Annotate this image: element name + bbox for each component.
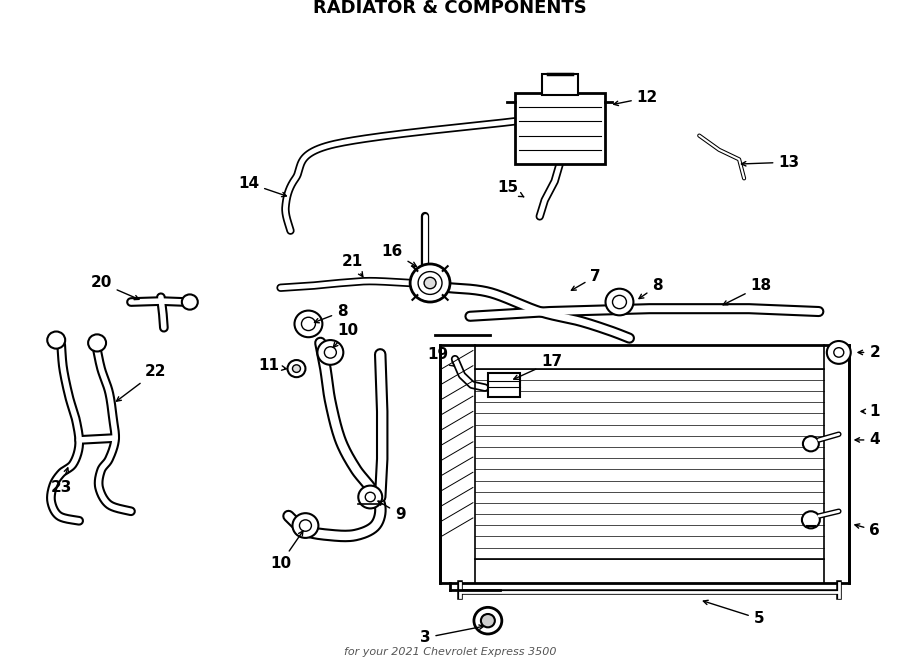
Circle shape [802, 511, 820, 528]
Circle shape [318, 340, 343, 365]
Text: 5: 5 [704, 600, 764, 626]
Text: 13: 13 [742, 155, 799, 169]
Circle shape [481, 614, 495, 628]
Circle shape [300, 520, 311, 531]
Circle shape [424, 277, 436, 289]
Text: 15: 15 [498, 180, 524, 197]
Text: 7: 7 [572, 269, 601, 291]
Text: for your 2021 Chevrolet Express 3500: for your 2021 Chevrolet Express 3500 [344, 647, 556, 657]
Circle shape [827, 341, 850, 364]
Circle shape [47, 332, 65, 349]
Text: 22: 22 [116, 364, 166, 401]
Text: 16: 16 [382, 244, 417, 267]
Circle shape [324, 347, 337, 358]
Text: 10: 10 [270, 531, 303, 571]
Text: 12: 12 [614, 90, 658, 105]
Circle shape [418, 271, 442, 295]
Text: 18: 18 [723, 278, 771, 305]
Text: 17: 17 [514, 354, 562, 379]
Circle shape [606, 289, 634, 315]
Circle shape [365, 493, 375, 502]
Text: RADIATOR & COMPONENTS: RADIATOR & COMPONENTS [313, 0, 587, 17]
Circle shape [833, 348, 844, 357]
Circle shape [613, 295, 626, 308]
Text: 9: 9 [378, 501, 406, 522]
Circle shape [294, 310, 322, 337]
Text: 6: 6 [855, 523, 880, 538]
Text: 8: 8 [639, 278, 662, 299]
Bar [515, 93, 605, 164]
Text: 19: 19 [428, 347, 454, 366]
Bar [440, 345, 849, 583]
Text: 11: 11 [258, 358, 286, 373]
Text: 2: 2 [858, 345, 880, 360]
Bar [488, 373, 520, 397]
Text: 4: 4 [855, 432, 880, 448]
Text: 20: 20 [90, 275, 139, 300]
Circle shape [292, 365, 301, 373]
Circle shape [474, 607, 502, 634]
Circle shape [292, 513, 319, 538]
Circle shape [287, 360, 305, 377]
Text: 10: 10 [333, 323, 359, 348]
Circle shape [803, 436, 819, 451]
Text: 14: 14 [238, 175, 286, 197]
Text: 1: 1 [861, 404, 880, 419]
Text: 21: 21 [342, 254, 363, 277]
Text: 8: 8 [314, 304, 347, 323]
Circle shape [88, 334, 106, 352]
Circle shape [182, 295, 198, 310]
Bar [542, 73, 578, 95]
Circle shape [302, 317, 315, 330]
Circle shape [410, 264, 450, 302]
Circle shape [358, 486, 382, 508]
Text: 23: 23 [50, 468, 72, 495]
Text: 3: 3 [419, 625, 483, 645]
